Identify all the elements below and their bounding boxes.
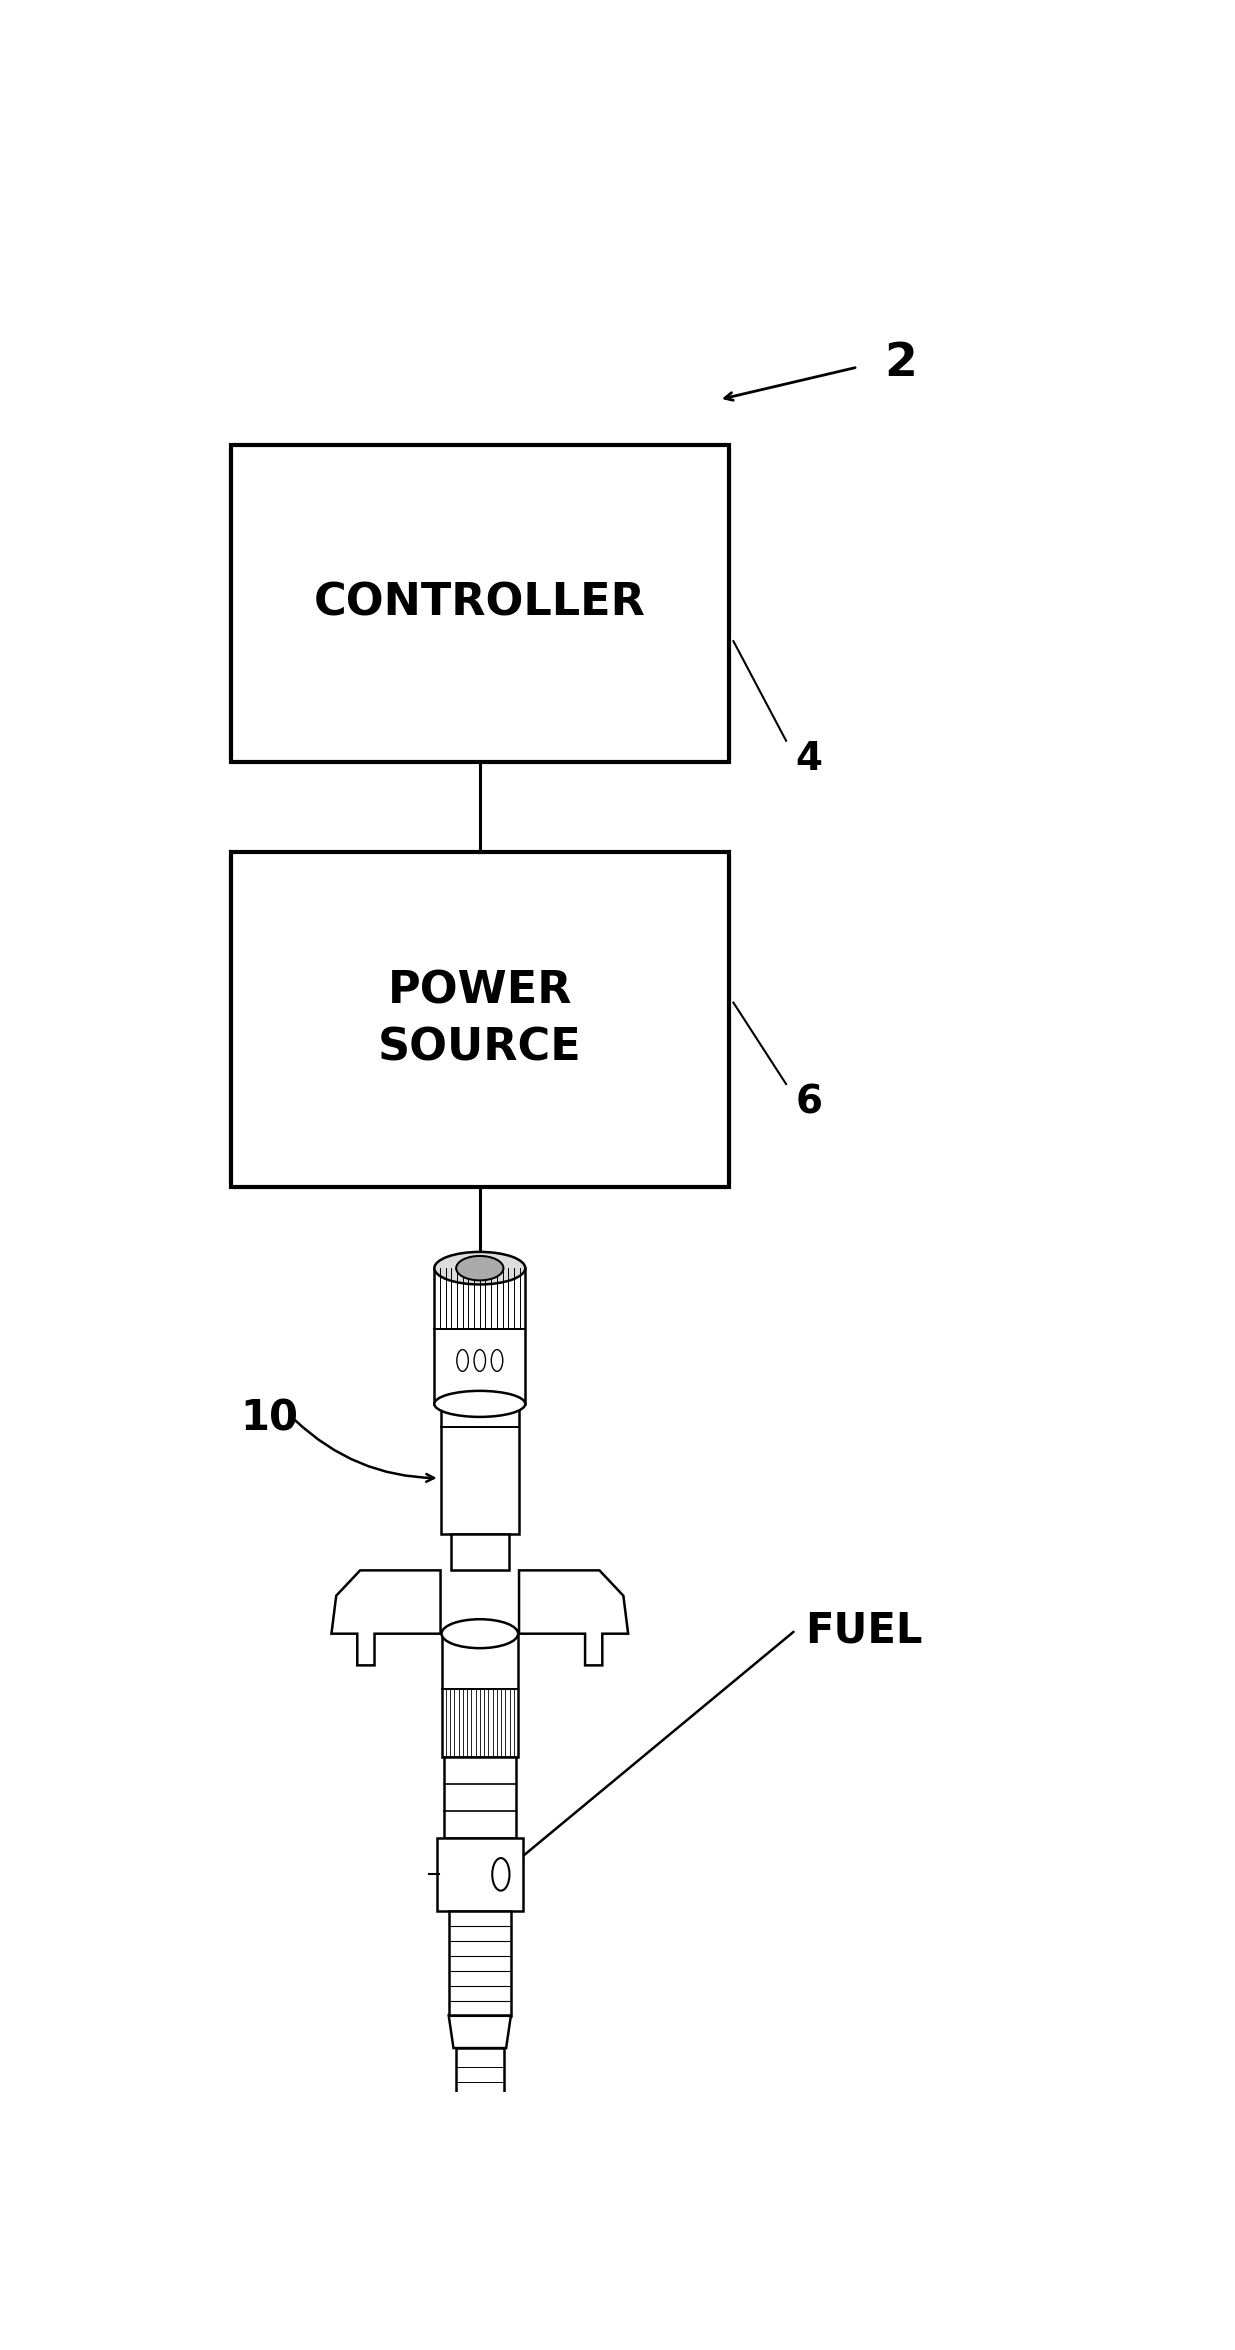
Text: POWER
SOURCE: POWER SOURCE [378, 971, 582, 1069]
Polygon shape [456, 2124, 504, 2157]
Circle shape [492, 1349, 503, 1372]
Bar [451, 1535, 509, 1570]
Polygon shape [331, 1570, 441, 1666]
Text: 6: 6 [795, 1083, 823, 1121]
Ellipse shape [456, 1255, 504, 1281]
Circle shape [457, 1349, 468, 1372]
Text: 4: 4 [795, 740, 823, 778]
Polygon shape [519, 1570, 629, 1666]
Bar [231, 853, 729, 1187]
Text: FUEL: FUEL [805, 1610, 923, 1652]
Bar [443, 1758, 516, 1838]
Ellipse shape [435, 1391, 525, 1417]
Circle shape [474, 1349, 485, 1372]
Ellipse shape [442, 1619, 519, 1647]
Bar [441, 1403, 519, 1535]
Text: 10: 10 [241, 1398, 299, 1438]
Bar [448, 1911, 511, 2016]
Bar [437, 1838, 522, 1911]
Bar [442, 1633, 519, 1758]
Bar [467, 2157, 493, 2202]
Text: 2: 2 [884, 341, 918, 385]
Polygon shape [448, 2016, 511, 2049]
Text: CONTROLLER: CONTROLLER [314, 583, 646, 625]
Bar [435, 1269, 525, 1403]
Bar [231, 444, 729, 761]
Circle shape [493, 1859, 510, 1892]
Ellipse shape [435, 1253, 525, 1285]
Bar [456, 2049, 504, 2124]
